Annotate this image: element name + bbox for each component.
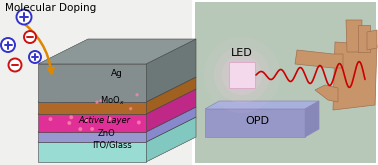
Polygon shape xyxy=(38,107,196,132)
Polygon shape xyxy=(315,85,338,102)
Text: OPD: OPD xyxy=(245,116,269,126)
Circle shape xyxy=(130,108,132,110)
FancyBboxPatch shape xyxy=(229,62,255,88)
Polygon shape xyxy=(38,114,146,132)
Polygon shape xyxy=(38,77,196,102)
Polygon shape xyxy=(38,39,196,64)
Circle shape xyxy=(79,128,82,130)
Circle shape xyxy=(96,101,98,103)
Polygon shape xyxy=(146,89,196,132)
Polygon shape xyxy=(333,42,377,110)
Polygon shape xyxy=(205,101,319,109)
Circle shape xyxy=(214,47,270,103)
Polygon shape xyxy=(38,117,196,142)
Circle shape xyxy=(91,128,93,130)
Text: MoO$_x$: MoO$_x$ xyxy=(100,94,124,107)
Circle shape xyxy=(49,118,52,120)
Circle shape xyxy=(68,122,71,124)
Circle shape xyxy=(29,51,41,63)
Text: ZnO: ZnO xyxy=(98,129,116,138)
Text: Ag: Ag xyxy=(111,68,123,78)
Polygon shape xyxy=(146,39,196,102)
Text: LED: LED xyxy=(231,48,253,58)
Circle shape xyxy=(136,94,138,96)
Text: Molecular Doping: Molecular Doping xyxy=(5,3,96,13)
Polygon shape xyxy=(38,102,146,114)
Polygon shape xyxy=(146,107,196,142)
Circle shape xyxy=(108,117,111,120)
FancyBboxPatch shape xyxy=(0,0,192,165)
Circle shape xyxy=(204,37,280,113)
Text: ITO/Glass: ITO/Glass xyxy=(92,140,132,149)
Circle shape xyxy=(85,119,87,121)
Circle shape xyxy=(138,121,140,124)
Polygon shape xyxy=(38,89,196,114)
Circle shape xyxy=(70,116,73,119)
Polygon shape xyxy=(305,101,319,137)
Polygon shape xyxy=(205,109,305,137)
Circle shape xyxy=(100,100,102,102)
Circle shape xyxy=(222,55,262,95)
Polygon shape xyxy=(367,30,377,50)
Circle shape xyxy=(1,38,15,52)
Polygon shape xyxy=(295,50,343,68)
Text: Active Layer: Active Layer xyxy=(79,116,130,125)
Circle shape xyxy=(8,59,22,71)
Polygon shape xyxy=(346,20,362,52)
Polygon shape xyxy=(38,142,146,162)
Circle shape xyxy=(229,62,255,88)
Circle shape xyxy=(24,31,36,43)
Polygon shape xyxy=(38,132,146,142)
Circle shape xyxy=(17,10,31,24)
FancyBboxPatch shape xyxy=(195,2,376,163)
Polygon shape xyxy=(38,64,146,102)
Polygon shape xyxy=(146,77,196,114)
Polygon shape xyxy=(146,117,196,162)
Polygon shape xyxy=(358,25,370,52)
